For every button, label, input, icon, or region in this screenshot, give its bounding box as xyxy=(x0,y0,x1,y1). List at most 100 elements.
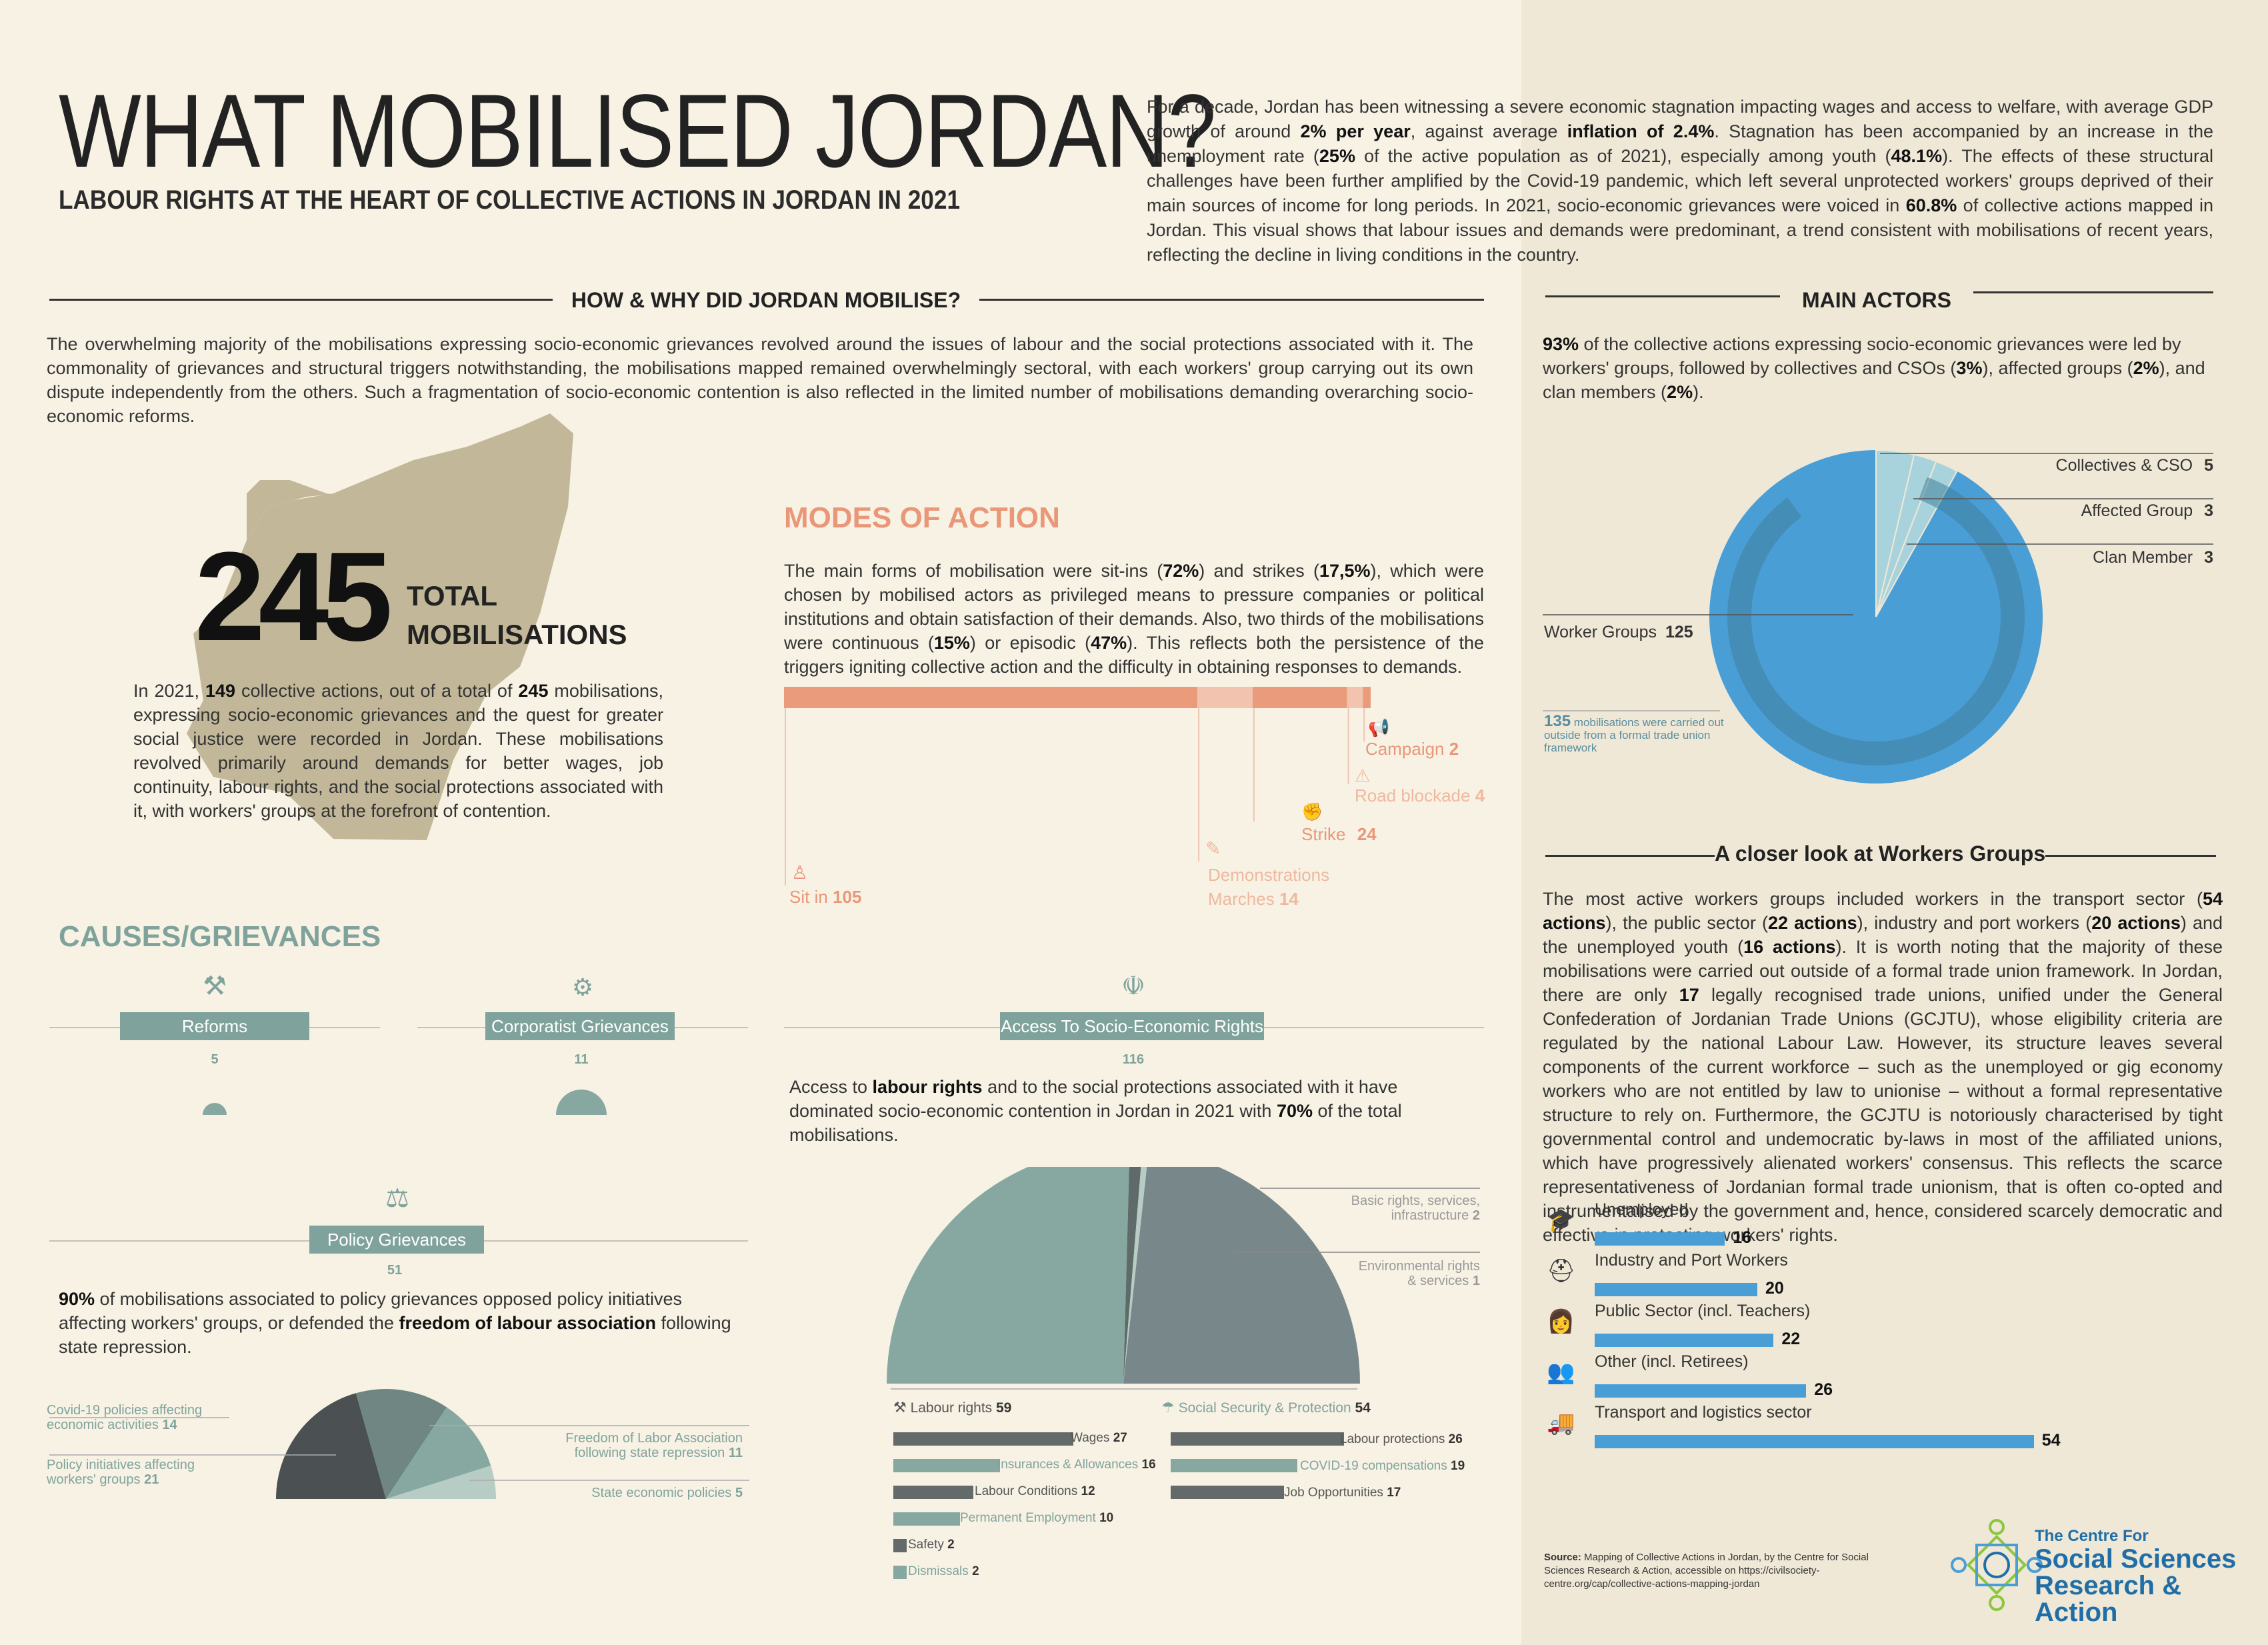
wrench-icon: ⚒ xyxy=(203,972,227,1001)
how-why-heading: HOW & WHY DID JORDAN MOBILISE? xyxy=(571,288,961,312)
access-paragraph: Access to labour rights and to the socia… xyxy=(789,1077,1402,1145)
workers-group-value: 26 xyxy=(1814,1380,1833,1399)
workers-group-value: 16 xyxy=(1733,1228,1751,1247)
workers-group-bar xyxy=(1595,1232,1725,1246)
labour-bar-dismissals xyxy=(893,1566,907,1579)
workers-group-bar xyxy=(1595,1283,1757,1296)
bar-label-covid-compensations: COVID-19 compensations 19 xyxy=(1300,1459,1465,1473)
corporatist-grievances-label: Corporatist Grievances xyxy=(485,1012,675,1040)
social-security-label: ☂ Social Security & Protection 54 xyxy=(1161,1399,1371,1416)
csra-logo-text: The Centre For Social Sciences Research … xyxy=(2035,1527,2237,1627)
actors-heading: MAIN ACTORS xyxy=(1802,288,1951,312)
policy-slice-2 xyxy=(386,1465,496,1499)
workers-paragraph: The most active workers groups included … xyxy=(1543,889,2223,1245)
right-panel-background xyxy=(1521,0,2268,1645)
access-semicircle-chart xyxy=(887,1167,1480,1384)
basic-rights-label: Basic rights, services, infrastructure 2 xyxy=(1351,1194,1480,1223)
hammer-icon: ⚒ xyxy=(893,1399,907,1416)
page-subtitle: LABOUR RIGHTS AT THE HEART OF COLLECTIVE… xyxy=(59,185,961,215)
megaphone-icon: 📢 xyxy=(1368,717,1390,737)
total-paragraph: In 2021, 149 collective actions, out of … xyxy=(133,681,663,821)
outside-union-ring xyxy=(1727,477,2025,765)
mode-label-road-blockade: Road blockade 4 xyxy=(1355,785,1485,805)
workers-group-label: Unemployed xyxy=(1595,1200,1689,1219)
workers-group-label: Transport and logistics sector xyxy=(1595,1403,1812,1422)
source-note: Source: Mapping of Collective Actions in… xyxy=(1544,1552,1869,1590)
labour-bar-insurances-allowances xyxy=(893,1459,1000,1472)
bar-label-insurances: Insurances & Allowances 16 xyxy=(997,1458,1156,1472)
environmental-rights-slice xyxy=(1123,1167,1147,1384)
labour-bar-safety xyxy=(893,1539,907,1552)
workers-groups-bar-chart: 🎓 Unemployed 16 ⛑ Industry and Port Workers 2… xyxy=(1544,1200,2224,1454)
labour-rights-label: ⚒ Labour rights 59 xyxy=(893,1399,1012,1416)
causes-heading: CAUSES/GRIEVANCES xyxy=(59,920,381,953)
social-bar-labour-protections xyxy=(1171,1432,1344,1446)
corporatist-grievances-value: 11 xyxy=(574,1052,589,1067)
handshake-icon: ☫ xyxy=(1121,972,1145,1001)
labour-bar-labour-conditions xyxy=(893,1486,973,1499)
policy-grievances-value: 51 xyxy=(387,1263,403,1278)
workers-group-bar xyxy=(1595,1384,1807,1398)
corporatist-semicircle xyxy=(556,1090,607,1115)
reforms-semicircle xyxy=(203,1103,227,1115)
social-bar-covid-19-compensations xyxy=(1171,1459,1297,1472)
csra-logo-mark xyxy=(1951,1519,2043,1611)
worker-helmet-icon: ⛑ xyxy=(1547,1258,1576,1284)
policy-paragraph: 90% of mobilisations associated to polic… xyxy=(59,1289,731,1357)
mode-bar-road-blockade xyxy=(1347,687,1363,708)
social-security-slice xyxy=(1123,1167,1360,1384)
mode-bar-campaign xyxy=(1363,687,1371,708)
people-icon: 👥 xyxy=(1547,1360,1575,1385)
page-title: WHAT MOBILISED JORDAN? xyxy=(59,73,1216,189)
reforms-value: 5 xyxy=(211,1052,219,1067)
how-why-paragraph: The overwhelming majority of the mobilis… xyxy=(47,334,1473,426)
workers-group-value: 22 xyxy=(1781,1330,1801,1348)
access-label: Access To Socio-Economic Rights xyxy=(1000,1012,1264,1040)
section-divider-right xyxy=(979,299,1484,301)
megaphone-hand-icon: ✎ xyxy=(1205,838,1221,859)
actor-label-workers: Worker Groups 125 xyxy=(1544,623,1693,641)
teacher-icon: 👩 xyxy=(1547,1309,1575,1334)
bar-label-wages: Wages 27 xyxy=(1071,1431,1127,1445)
network-icon: ⚙ xyxy=(571,974,594,1001)
mode-bar-strike xyxy=(1252,687,1347,708)
freedom-association-label: Freedom of Labor Association following s… xyxy=(565,1431,743,1460)
mode-bar-demonstrations-marches xyxy=(1197,687,1253,708)
total-mobilisations-number: 245 xyxy=(195,526,393,667)
covid-policies-label: Covid-19 policies affecting economic act… xyxy=(47,1403,203,1432)
labour-subcategory-bars xyxy=(893,1432,1344,1579)
labour-bar-permanent-employment xyxy=(893,1512,960,1526)
total-mobilisations-label: TOTAL MOBILISATIONS xyxy=(407,580,627,650)
umbrella-icon: ☂ xyxy=(1161,1399,1175,1416)
labour-bar-wages xyxy=(893,1432,1073,1446)
workers-group-value: 20 xyxy=(1765,1279,1784,1298)
bar-label-permanent-employment: Permanent Employment 10 xyxy=(960,1511,1114,1525)
workers-group-label: Other (incl. Retirees) xyxy=(1595,1352,1749,1371)
workers-divider-left xyxy=(1545,855,1715,857)
bar-label-labour-protections: Labour protections 26 xyxy=(1340,1432,1463,1446)
policy-grievances-label: Policy Grievances xyxy=(309,1226,484,1254)
bar-label-safety: Safety 2 xyxy=(908,1538,955,1552)
person-sitting-icon: ♙ xyxy=(791,862,809,883)
modes-bar-chart xyxy=(784,687,1371,886)
policy-initiatives-label: Policy initiatives affecting workers' gr… xyxy=(47,1458,195,1487)
mode-bar-sit-in xyxy=(784,687,1198,708)
workers-group-value: 54 xyxy=(2041,1431,2061,1450)
gavel-icon: ⚖ xyxy=(385,1184,409,1213)
policy-semicircle-chart xyxy=(49,1389,749,1499)
workers-group-label: Public Sector (incl. Teachers) xyxy=(1595,1302,1811,1320)
bar-label-dismissals: Dismissals 2 xyxy=(908,1564,979,1578)
workers-group-bar xyxy=(1595,1435,2034,1448)
basic-rights-slice xyxy=(1123,1167,1141,1384)
driver-icon: 🚚 xyxy=(1547,1410,1575,1436)
actor-label-affected: Affected Group 3 xyxy=(2081,501,2213,520)
actors-pie-chart xyxy=(1543,449,2213,783)
mode-label-strike: Strike 24 xyxy=(1301,824,1377,844)
policy-slice-1 xyxy=(386,1407,491,1499)
actors-divider-right xyxy=(1973,291,2213,293)
policy-slice-3 xyxy=(276,1393,386,1499)
workers-divider-right xyxy=(2045,855,2216,857)
jordan-map-silhouette xyxy=(187,413,573,840)
actors-paragraph: 93% of the collective actions expressing… xyxy=(1543,334,2205,402)
section-divider-left xyxy=(49,299,553,301)
